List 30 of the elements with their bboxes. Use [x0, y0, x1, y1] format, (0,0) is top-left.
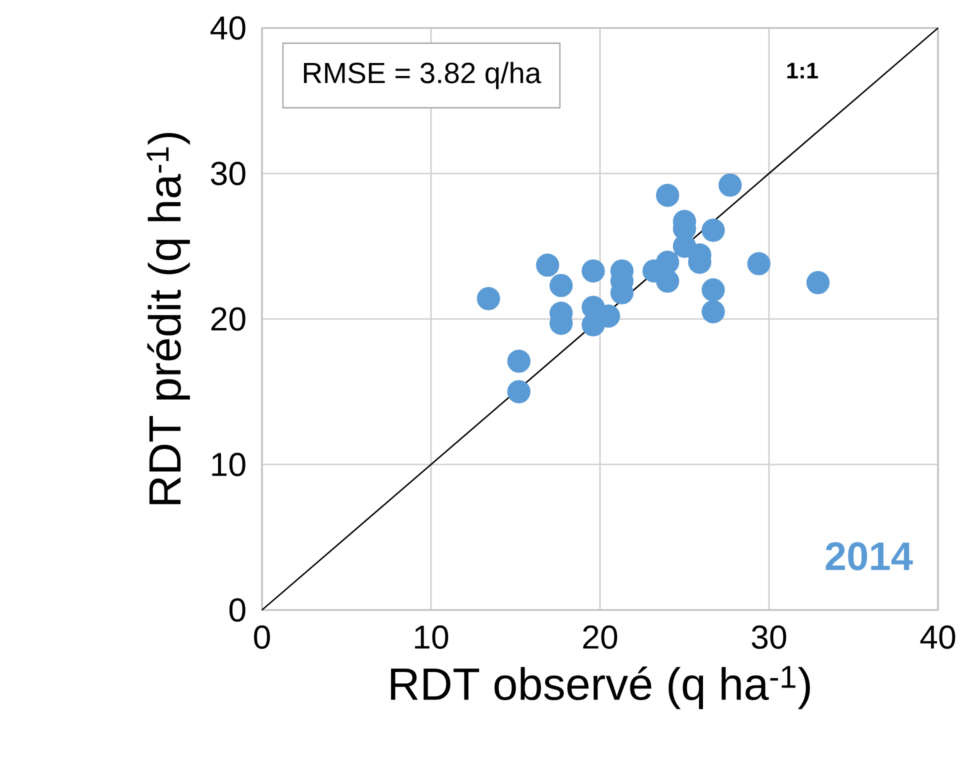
x-axis-title: RDT observé (q ha$^{-1}$) — [391, 666, 810, 710]
point — [536, 254, 560, 277]
y-axis-title: RDT prédit (q ha$^{-1}$) — [146, 132, 190, 504]
series-label: 1:1 — [787, 62, 818, 78]
point — [718, 174, 742, 197]
point — [702, 300, 725, 324]
point — [550, 274, 573, 298]
point — [476, 287, 500, 310]
point — [747, 252, 770, 276]
text: 2014 — [826, 542, 913, 570]
point — [507, 380, 530, 404]
y-tick-label: 20 — [211, 307, 246, 331]
point — [582, 259, 605, 283]
y-tick-label: 0 — [229, 598, 246, 622]
point — [656, 184, 680, 207]
y-tick-label: 10 — [212, 452, 246, 476]
x-tick-label: 0 — [254, 625, 270, 649]
point — [806, 271, 830, 294]
x-tick-label: 10 — [415, 625, 448, 649]
x-tick-label: 40 — [920, 625, 956, 649]
x-tick-label: 30 — [752, 625, 786, 649]
point — [702, 218, 725, 242]
point — [702, 278, 725, 302]
y-tick-label: 30 — [210, 162, 246, 186]
x-tick-label: 20 — [583, 625, 618, 649]
y-tick-label: 40 — [210, 16, 246, 40]
annotation: RMSE = 3.82 q/ha — [304, 62, 542, 90]
point — [656, 270, 680, 293]
point — [656, 250, 680, 274]
point — [507, 350, 530, 373]
